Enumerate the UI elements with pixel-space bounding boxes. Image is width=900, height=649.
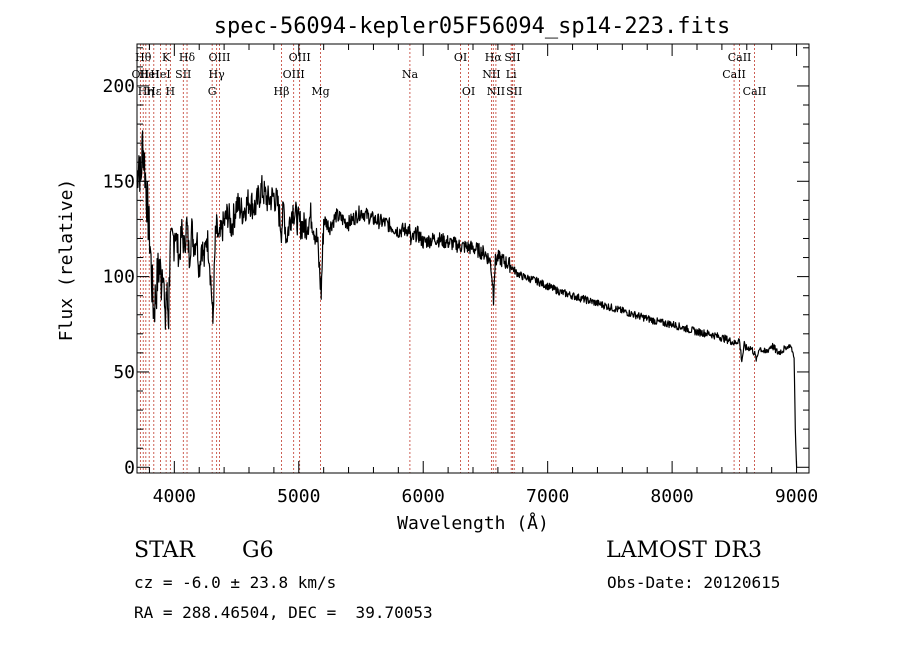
line-label-16: Mg (311, 85, 329, 98)
line-label-19: OI (462, 85, 475, 98)
line-label-27: CaII (728, 51, 752, 64)
x-tick-label-3: 7000 (526, 486, 569, 507)
line-label-5: HeI (150, 68, 170, 81)
line-label-3: HeI (139, 68, 159, 81)
chart-title: spec-56094-kepler05F56094_sp14-223.fits (214, 14, 731, 39)
survey-name: LAMOST DR3 (606, 538, 762, 563)
y-tick-label-4: 200 (102, 76, 135, 97)
y-tick-label-2: 100 (102, 267, 135, 288)
y-tick-label-0: 0 (124, 457, 135, 478)
line-label-1: Hθ (135, 51, 152, 64)
y-tick-label-3: 150 (102, 171, 135, 192)
plot-frame (136, 43, 810, 474)
x-tick-label-2: 6000 (402, 486, 445, 507)
line-label-18: OI (454, 51, 467, 64)
line-label-13: Hβ (274, 85, 290, 98)
line-label-9: Hδ (179, 51, 196, 64)
y-axis-label: Flux (relative) (56, 179, 77, 342)
line-label-22: NII (487, 85, 505, 98)
object-class: STAR (134, 538, 195, 563)
x-axis-label: Wavelength (Å) (397, 512, 549, 534)
line-label-7: H (166, 85, 176, 98)
y-tick-label-1: 50 (113, 362, 135, 383)
line-label-10: G (208, 85, 217, 98)
x-axis-ticks: 4000 5000 6000 7000 8000 9000 (148, 44, 818, 507)
line-label-24: SII (504, 51, 520, 64)
line-label-25: SII (506, 85, 522, 98)
line-label-23: Li (506, 68, 517, 81)
line-label-4: Hε (146, 85, 162, 98)
emission-line-markers (139, 44, 755, 473)
x-tick-label-5: 9000 (775, 486, 818, 507)
line-label-0: OII (132, 68, 150, 81)
line-label-6: K (162, 51, 171, 64)
line-label-15: OIII (289, 51, 311, 64)
object-subclass: G6 (242, 538, 274, 563)
line-label-26: CaII (722, 68, 746, 81)
spectrum-line (136, 130, 798, 468)
line-label-14: OIII (283, 68, 305, 81)
line-label-8: SII (175, 68, 191, 81)
x-tick-label-0: 4000 (153, 486, 196, 507)
line-label-20: NII (482, 68, 500, 81)
x-tick-label-1: 5000 (277, 486, 320, 507)
line-label-11: Hγ (209, 68, 226, 81)
line-label-21: Hα (485, 51, 503, 64)
ra-dec-coords: RA = 288.46504, DEC = 39.70053 (134, 603, 433, 622)
line-label-17: Na (402, 68, 419, 81)
x-tick-label-4: 8000 (650, 486, 693, 507)
y-axis-ticks: 0 50 100 150 200 (102, 47, 809, 478)
redshift-cz: cz = -6.0 ± 23.8 km/s (134, 573, 337, 592)
line-label-28: CaII (743, 85, 767, 98)
emission-line-labels: OIIHθHηHeIHεHeIKHSIIHδGHγOIIIHβOIIIOIIIM… (132, 51, 767, 98)
line-label-12: OIII (208, 51, 230, 64)
obs-date: Obs-Date: 20120615 (607, 573, 781, 592)
line-label-2: Hη (138, 85, 154, 98)
